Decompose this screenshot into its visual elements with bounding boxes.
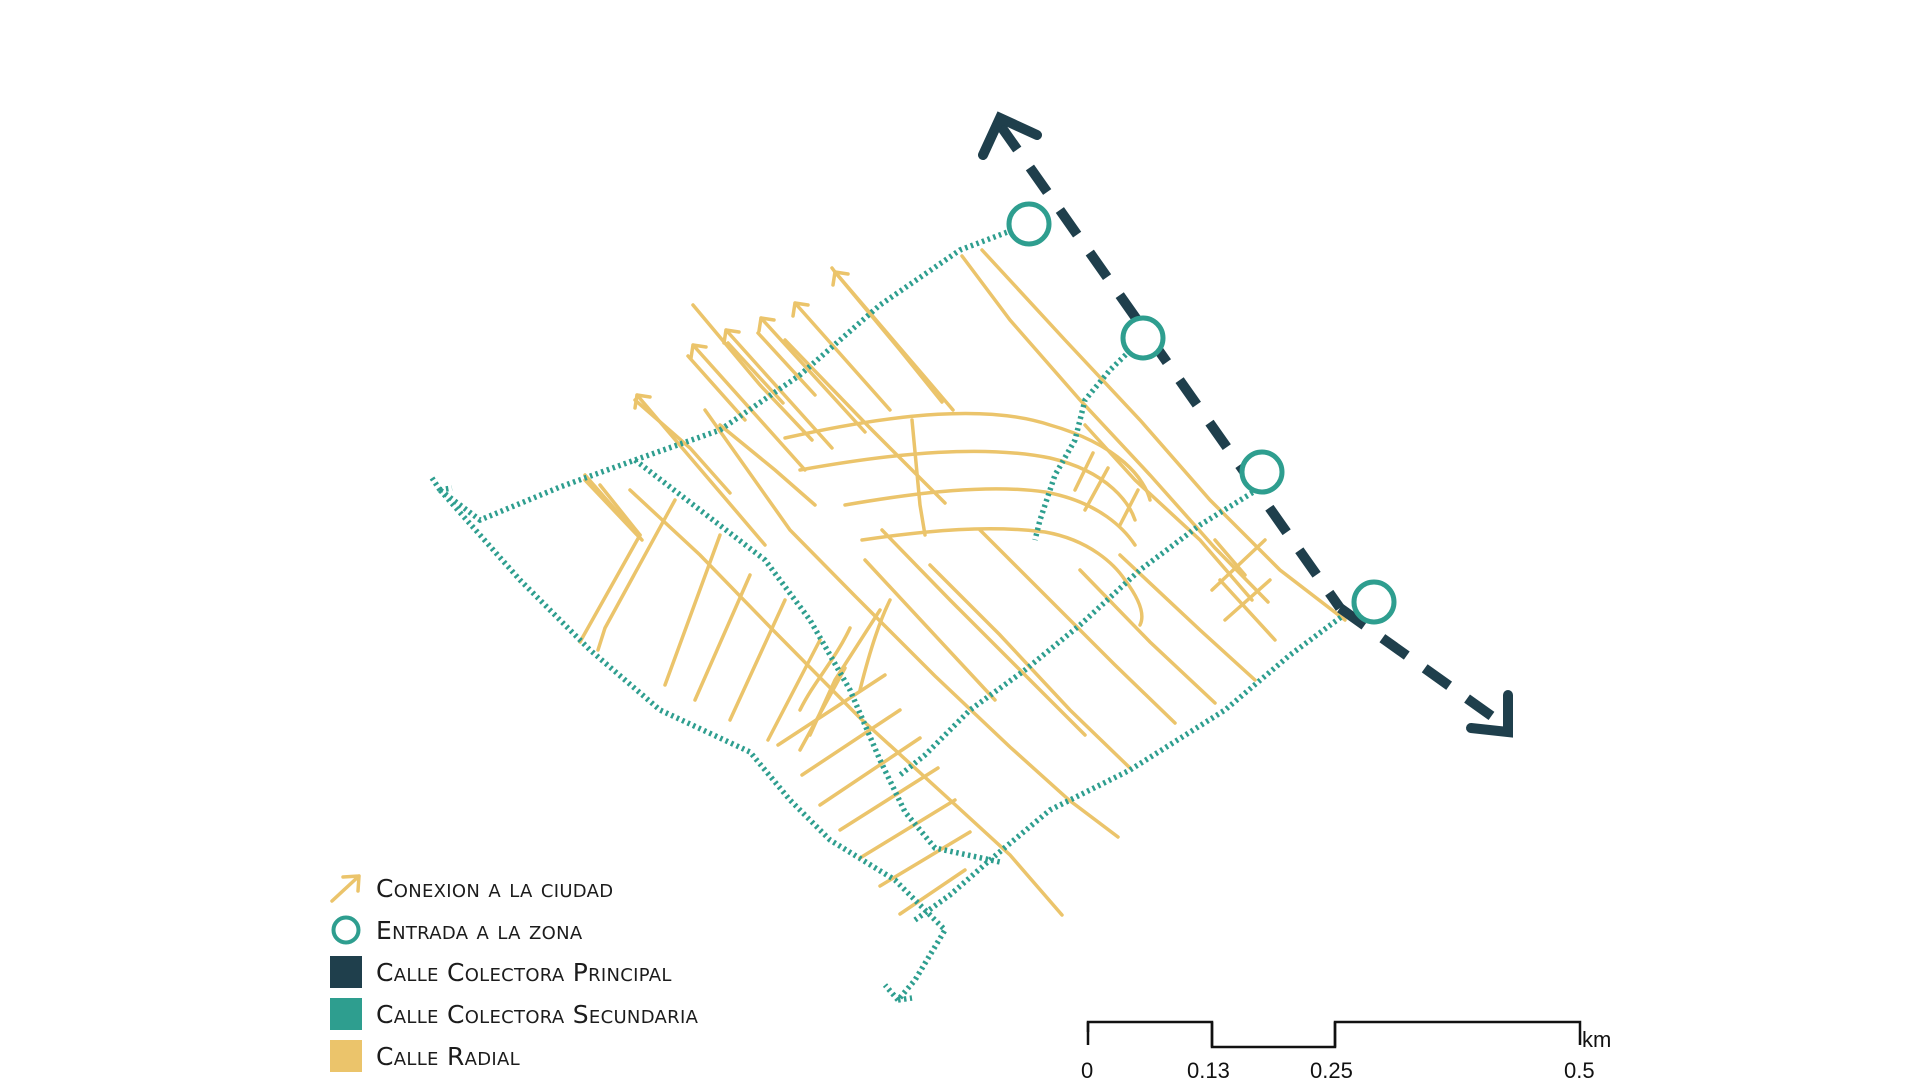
- legend-label: Calle Radial: [376, 1041, 520, 1071]
- radial-street: [818, 736, 922, 807]
- secondary-collector-street: [913, 600, 1362, 923]
- radial-street: [843, 487, 1137, 547]
- radial-street: [596, 498, 677, 652]
- radial-street: [858, 798, 957, 860]
- radial-street: [686, 354, 747, 422]
- radial-street: [578, 533, 642, 644]
- radial-street: [783, 338, 947, 505]
- secondary-collector-street: [438, 225, 1019, 524]
- secondary-collector-street: [633, 457, 1001, 865]
- legend-item: Calle Colectora Secundaria: [328, 993, 698, 1035]
- radial-street: [910, 418, 927, 537]
- zone-entrances: [1006, 201, 1397, 625]
- radial-street: [980, 248, 1347, 622]
- secondary-collector-streets: [429, 225, 1362, 1003]
- radial-street: [583, 473, 644, 542]
- zone-entrance-circle-icon: [1006, 201, 1052, 247]
- radial-street: [766, 638, 822, 742]
- city-connections: [633, 266, 955, 547]
- radial-street: [703, 408, 1120, 839]
- radial-street: [880, 528, 1087, 737]
- radial-street: [1213, 538, 1247, 577]
- city-connection-arrow-icon: [722, 328, 834, 450]
- radial-street: [863, 558, 997, 702]
- radial-street: [1223, 578, 1272, 622]
- radial-street: [798, 449, 1137, 522]
- secondary-collector-street: [882, 983, 913, 1003]
- legend-item: Calle Radial: [328, 1035, 698, 1077]
- radial-street: [756, 331, 817, 397]
- radial-street: [1078, 568, 1217, 705]
- city-connection-arrow-icon: [757, 316, 867, 434]
- radial-street: [1073, 451, 1095, 492]
- secondary-collector-street: [898, 480, 1270, 778]
- secondary-collector-swatch: [330, 998, 362, 1030]
- radial-streets: [578, 248, 1347, 917]
- primary-collector-line: [1337, 603, 1503, 727]
- legend-label: Calle Colectora Principal: [376, 957, 672, 987]
- secondary-collector-street: [1032, 336, 1145, 541]
- city-connection-arrow-icon: [791, 301, 892, 412]
- radial-street: [718, 423, 817, 507]
- radial-street: [978, 528, 1177, 725]
- scale-tick-label: 0.25: [1310, 1058, 1353, 1080]
- primary-collector-street: [978, 111, 1513, 738]
- circle-icon: [328, 914, 364, 946]
- radial-street: [800, 708, 902, 777]
- scale-tick-label: 0.5: [1564, 1058, 1595, 1080]
- radial-street: [1218, 578, 1277, 642]
- radial-street: [693, 573, 752, 702]
- radial-street: [798, 626, 852, 712]
- map-legend: Conexion a la ciudad Entrada a la zona C…: [328, 867, 698, 1077]
- primary-collector-line: [995, 122, 1345, 611]
- scale-tick-label: 0: [1081, 1058, 1093, 1080]
- zone-entrance-circle-icon: [1351, 579, 1397, 625]
- radial-street: [928, 563, 1132, 770]
- legend-item: Conexion a la ciudad: [328, 867, 698, 909]
- radial-street: [1118, 553, 1257, 682]
- scale-unit-label: km: [1582, 1027, 1611, 1052]
- zone-entrance-circle-icon: [1120, 315, 1166, 361]
- radial-street: [728, 598, 787, 722]
- scale-bar: km 0 0.13 0.25 0.5: [1081, 1020, 1611, 1080]
- radial-street: [691, 303, 814, 442]
- primary-arrow-north-icon: [978, 111, 1042, 160]
- legend-label: Entrada a la zona: [376, 915, 583, 945]
- zone-entrance-circle-icon: [1239, 449, 1285, 495]
- radial-street: [960, 254, 1270, 604]
- city-connection-arrow-icon: [633, 393, 767, 547]
- radial-street: [598, 483, 642, 537]
- radial-street: [858, 598, 892, 692]
- radial-street: [838, 766, 940, 832]
- legend-label: Conexion a la ciudad: [376, 873, 614, 903]
- radial-street: [860, 527, 1144, 627]
- arrow-icon: [328, 872, 364, 904]
- city-connection-arrow-icon: [831, 270, 955, 412]
- radial-street: [1083, 466, 1110, 512]
- legend-label: Calle Colectora Secundaria: [376, 999, 699, 1029]
- radial-street: [1118, 488, 1140, 527]
- radial-street: [878, 830, 972, 888]
- radial-street-swatch: [330, 1040, 362, 1072]
- radial-street: [663, 533, 722, 687]
- secondary-collector-street: [437, 488, 949, 1002]
- radial-street: [898, 868, 967, 916]
- primary-collector-swatch: [330, 956, 362, 988]
- legend-item: Entrada a la zona: [328, 909, 698, 951]
- legend-item: Calle Colectora Principal: [328, 951, 698, 993]
- primary-arrow-south-icon: [1466, 690, 1513, 738]
- scale-tick-label: 0.13: [1187, 1058, 1230, 1080]
- radial-street: [726, 341, 785, 405]
- secondary-collector-street: [429, 476, 453, 493]
- radial-street: [776, 673, 887, 747]
- radial-street: [783, 411, 1152, 502]
